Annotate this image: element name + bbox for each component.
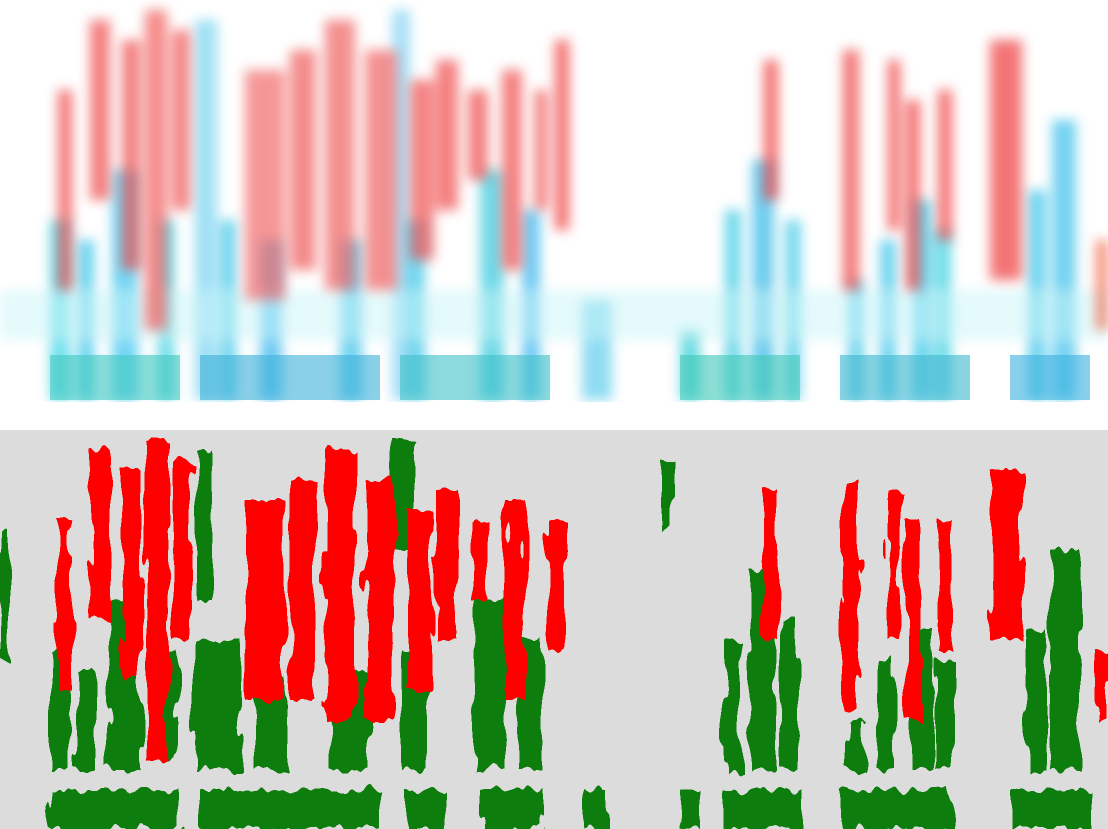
region [122,470,140,680]
region [1096,240,1108,330]
mask-panel [0,402,1108,829]
region [470,520,488,600]
region [990,40,1022,280]
region [365,480,395,720]
region [90,20,110,200]
region [480,790,545,829]
region [585,790,605,829]
region [365,50,397,290]
region [1096,650,1108,720]
region [938,520,952,650]
region [764,60,778,200]
region [938,90,952,240]
region [843,50,859,290]
region [548,520,566,650]
region [878,660,896,770]
region [722,790,802,829]
region [764,490,778,640]
region [90,450,110,620]
region [436,60,458,210]
region [1010,790,1090,829]
image [0,0,1108,829]
region [1026,630,1046,770]
region [436,490,458,640]
region [936,660,954,770]
region [145,440,167,760]
region [782,620,798,770]
region [245,500,285,700]
region [58,90,72,290]
region [840,790,950,829]
region [76,670,94,770]
region [505,500,525,700]
region [405,790,445,829]
region [325,20,355,290]
flow-panel [0,0,1108,402]
region [400,355,550,400]
region [410,80,434,260]
region [50,355,180,400]
region [474,600,506,770]
region [888,490,900,640]
region [196,450,212,600]
region [172,460,190,640]
region [555,40,569,230]
region [680,790,700,829]
region [200,355,380,400]
region [502,70,522,270]
region [843,480,859,710]
page: (() => { const data = JSON.parse(documen… [0,0,1108,829]
region [0,530,8,660]
region [290,480,316,700]
separator [0,402,1108,430]
region [1010,355,1090,400]
region [58,520,72,690]
region [888,60,900,230]
region [145,10,167,330]
region [990,470,1022,640]
region [50,790,180,829]
region [122,40,140,270]
region [195,640,241,770]
region [848,720,864,770]
region [195,20,217,400]
region [535,90,547,210]
region [245,70,285,300]
region [1050,550,1080,770]
region [290,50,316,270]
region [724,640,740,770]
region [840,355,970,400]
region [325,450,355,720]
region [468,90,488,180]
region [200,790,380,829]
region [172,30,190,210]
region [660,460,674,530]
region [906,520,920,720]
region [906,100,920,290]
region [680,355,800,400]
region [408,510,432,690]
